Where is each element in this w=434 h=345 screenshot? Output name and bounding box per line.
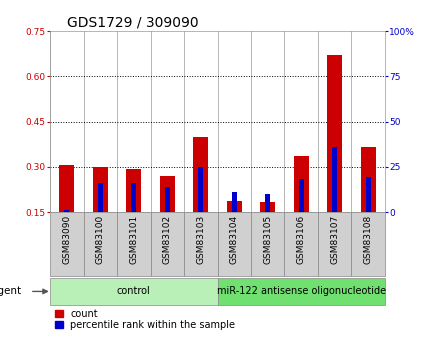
Bar — [126, 169, 141, 257]
Text: GSM83105: GSM83105 — [263, 215, 272, 265]
Bar — [326, 55, 342, 257]
Bar — [284, 212, 317, 276]
Bar — [193, 137, 208, 257]
Text: miR-122 antisense oligonucleotide: miR-122 antisense oligonucleotide — [216, 286, 385, 296]
Bar — [92, 167, 108, 257]
Text: control: control — [117, 286, 150, 296]
Text: GSM83108: GSM83108 — [363, 215, 372, 265]
Text: GSM83101: GSM83101 — [129, 215, 138, 265]
Bar — [131, 183, 136, 257]
Bar — [351, 212, 384, 276]
Bar — [117, 212, 150, 276]
Bar — [265, 194, 270, 257]
Bar — [365, 177, 370, 257]
Text: GSM83100: GSM83100 — [95, 215, 105, 265]
Bar — [293, 156, 308, 257]
Legend: count, percentile rank within the sample: count, percentile rank within the sample — [55, 308, 235, 330]
Bar — [226, 201, 241, 257]
Bar — [298, 179, 303, 257]
Bar — [50, 278, 217, 305]
Bar — [217, 278, 384, 305]
Bar — [231, 193, 236, 257]
Text: GSM83106: GSM83106 — [296, 215, 305, 265]
Bar — [260, 203, 275, 257]
Text: GSM83102: GSM83102 — [162, 215, 171, 264]
Bar — [360, 147, 375, 257]
Bar — [184, 212, 217, 276]
Text: GSM83104: GSM83104 — [229, 215, 238, 264]
Bar — [59, 165, 74, 257]
Bar — [150, 212, 184, 276]
Bar — [50, 212, 83, 276]
Bar — [217, 212, 250, 276]
Bar — [250, 212, 284, 276]
Bar — [98, 183, 102, 257]
Text: agent: agent — [0, 286, 22, 296]
Bar — [83, 212, 117, 276]
Text: GSM83090: GSM83090 — [62, 215, 71, 265]
Bar — [64, 210, 69, 257]
Text: GDS1729 / 309090: GDS1729 / 309090 — [67, 16, 198, 30]
Bar — [317, 212, 351, 276]
Bar — [198, 167, 203, 257]
Bar — [332, 147, 336, 257]
Bar — [159, 176, 174, 257]
Text: GSM83107: GSM83107 — [329, 215, 339, 265]
Bar — [164, 187, 169, 257]
Text: GSM83103: GSM83103 — [196, 215, 205, 265]
